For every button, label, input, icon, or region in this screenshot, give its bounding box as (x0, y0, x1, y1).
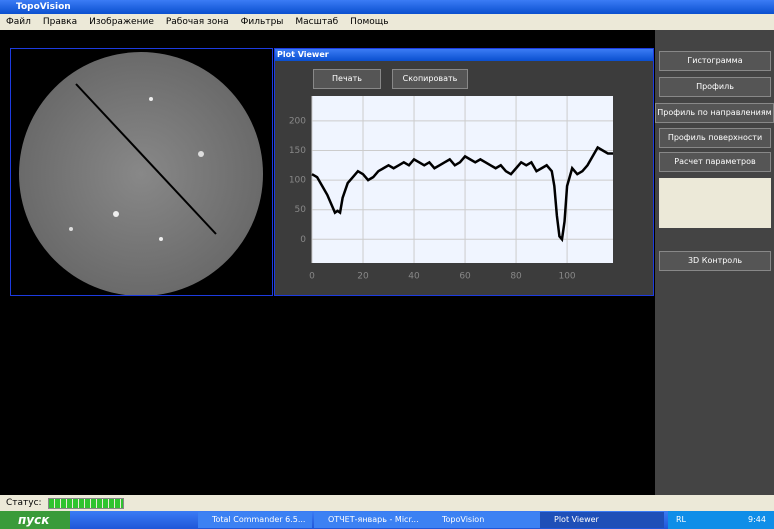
side-button[interactable]: Профиль поверхности (659, 128, 771, 148)
side-button[interactable]: Профиль (659, 77, 771, 97)
plot-title-bar: Plot Viewer (275, 49, 653, 61)
tray: RL 9:44 (668, 511, 774, 529)
x-tick-label: 40 (408, 272, 420, 282)
start-button[interactable]: пуск (0, 511, 70, 529)
menu-item[interactable]: Фильтры (241, 17, 284, 27)
status-bar: Статус: (0, 495, 774, 511)
menu-item[interactable]: Помощь (350, 17, 388, 27)
image-view (10, 48, 273, 296)
menu-item[interactable]: Файл (6, 17, 31, 27)
x-tick-label: 60 (459, 272, 471, 282)
task[interactable]: ОТЧЕТ-январь - Micr... (314, 512, 436, 528)
status-label: Статус: (6, 498, 42, 508)
menu-item[interactable]: Правка (43, 17, 77, 27)
task[interactable]: TopoVision (428, 512, 542, 528)
x-tick-label: 100 (558, 272, 575, 282)
screen: TopoVision Файл Правка Изображение Рабочая … (0, 0, 774, 529)
lang: RL (676, 515, 686, 524)
menu-item[interactable]: Изображение (89, 17, 154, 27)
chart: 0 50 100 150 200 0 20 40 60 80 100 (275, 61, 653, 295)
menu-bar: Файл Правка Изображение Рабочая зона Фильтры… (0, 14, 774, 30)
x-tick-label: 20 (357, 272, 369, 282)
taskbar: пуск Total Commander 6.5... ОТЧЕТ-январь… (0, 511, 774, 529)
info-box (659, 178, 771, 228)
side-button[interactable]: Гистограмма (659, 51, 771, 71)
window-title: TopoVision (16, 2, 71, 12)
task[interactable]: Plot Viewer (540, 512, 664, 528)
task[interactable]: Total Commander 6.5... (198, 512, 312, 528)
menu-item[interactable]: Рабочая зона (166, 17, 229, 27)
plot-title: Plot Viewer (277, 50, 329, 59)
y-tick-label: 150 (289, 146, 306, 156)
image (11, 49, 272, 295)
side-panel: Гистограмма Профиль Профиль по направлен… (655, 30, 774, 495)
y-tick-label: 0 (300, 235, 306, 245)
menu-item[interactable]: Масштаб (295, 17, 338, 27)
side-button[interactable]: 3D Контроль (659, 251, 771, 271)
side-button[interactable]: Профиль по направлениям (655, 103, 774, 123)
progress (48, 498, 124, 509)
y-tick-label: 50 (295, 205, 307, 215)
title-bar: TopoVision (0, 0, 774, 14)
side-button[interactable]: Расчет параметров (659, 152, 771, 172)
y-tick-label: 100 (289, 176, 306, 186)
y-tick-label: 200 (289, 116, 306, 126)
x-tick-label: 80 (510, 272, 522, 282)
x-tick-label: 0 (309, 272, 315, 282)
clock: 9:44 (748, 511, 766, 529)
